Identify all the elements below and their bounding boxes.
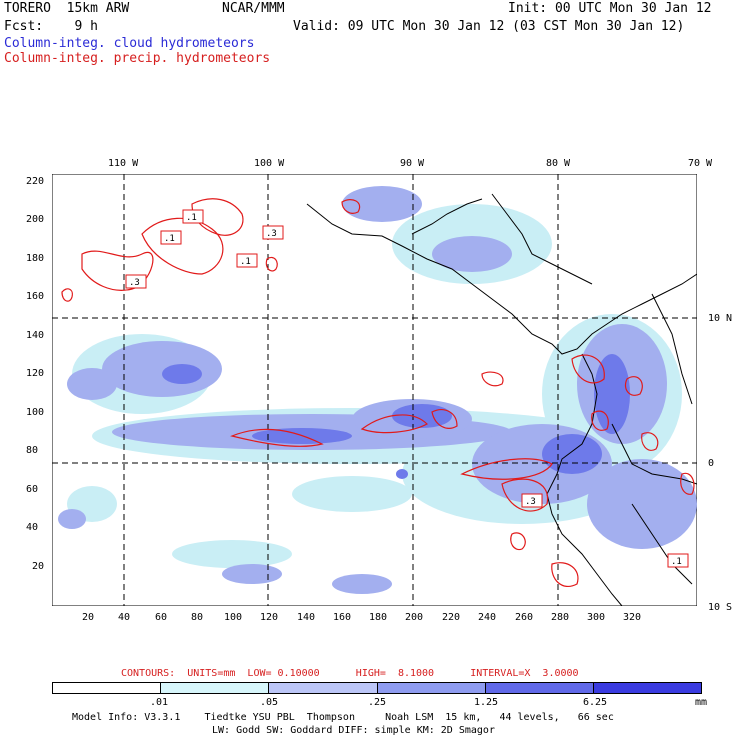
contour-label: .3 [266,229,277,239]
colorbar-label: .01 [150,697,169,708]
lat-label-0: 0 [708,458,715,469]
x-tick: 260 [515,612,534,623]
field-precip-label: Column-integ. precip. hydrometeors [4,51,271,66]
colorbar-label: .05 [260,697,279,708]
lon-label-80w: 80 W [546,158,571,169]
x-tick: 80 [191,612,204,623]
contour-label: .3 [129,278,140,288]
lon-label-70w: 70 W [688,158,713,169]
x-tick: 140 [297,612,316,623]
y-tick: 60 [26,484,39,495]
y-tick: 180 [26,253,45,264]
colorbar [52,682,702,694]
contour-label: .1 [240,257,251,267]
x-tick: 180 [369,612,388,623]
y-tick: 160 [26,291,45,302]
init-time: Init: 00 UTC Mon 30 Jan 12 [508,1,712,16]
lon-label-100w: 100 W [254,158,285,169]
model-info-line1: Model Info: V3.3.1 Tiedtke YSU PBL Thomp… [72,712,614,723]
coastlines [306,193,697,606]
x-tick: 320 [623,612,642,623]
y-tick: 140 [26,330,45,341]
contour-label: .1 [671,557,682,567]
lon-label-90w: 90 W [400,158,425,169]
colorbar-bin [269,683,378,693]
y-tick: 20 [32,561,45,572]
x-tick: 20 [82,612,95,623]
field-cloud-label: Column-integ. cloud hydrometeors [4,36,255,51]
forecast-hour: Fcst: 9 h [4,19,98,34]
model-info-line2: LW: Godd SW: Goddard DIFF: simple KM: 2D… [212,725,495,736]
colorbar-bin [53,683,162,693]
x-tick: 100 [224,612,243,623]
y-tick: 200 [26,214,45,225]
x-tick: 60 [155,612,168,623]
precip-contours [61,198,695,587]
y-tick: 220 [26,176,45,187]
y-tick: 100 [26,407,45,418]
contour-label: .3 [525,497,536,507]
model-name: TORERO 15km ARW [4,1,130,16]
colorbar-label: 1.25 [474,697,499,708]
colorbar-unit: mm [695,697,708,708]
x-tick: 160 [333,612,352,623]
contour-label: .1 [186,213,197,223]
x-tick: 280 [551,612,570,623]
lon-label-110w: 110 W [108,158,139,169]
x-tick: 300 [587,612,606,623]
graticule [52,174,697,606]
x-tick: 220 [442,612,461,623]
contour-label: .1 [164,234,175,244]
forecast-map: .1 .1 .3 .1 .3 .3 .1 [52,174,697,606]
organization: NCAR/MMM [222,1,285,16]
contour-labels: .1 .1 .3 .1 .3 .3 .1 [125,209,689,568]
colorbar-label: .25 [368,697,387,708]
y-tick: 40 [26,522,39,533]
x-tick: 200 [405,612,424,623]
x-tick: 240 [478,612,497,623]
lat-label-10s: 10 S [708,602,733,613]
x-tick: 120 [260,612,279,623]
lat-label-10n: 10 N [708,313,733,324]
contour-info: CONTOURS: UNITS=mm LOW= 0.10000 HIGH= 8.… [121,668,579,679]
valid-time: Valid: 09 UTC Mon 30 Jan 12 (03 CST Mon … [293,19,685,34]
y-tick: 80 [26,445,39,456]
y-tick: 120 [26,368,45,379]
colorbar-bin [161,683,270,693]
colorbar-bin [485,683,594,693]
colorbar-bin [377,683,486,693]
x-tick: 40 [118,612,131,623]
colorbar-label: 6.25 [583,697,608,708]
colorbar-bin [593,683,702,693]
